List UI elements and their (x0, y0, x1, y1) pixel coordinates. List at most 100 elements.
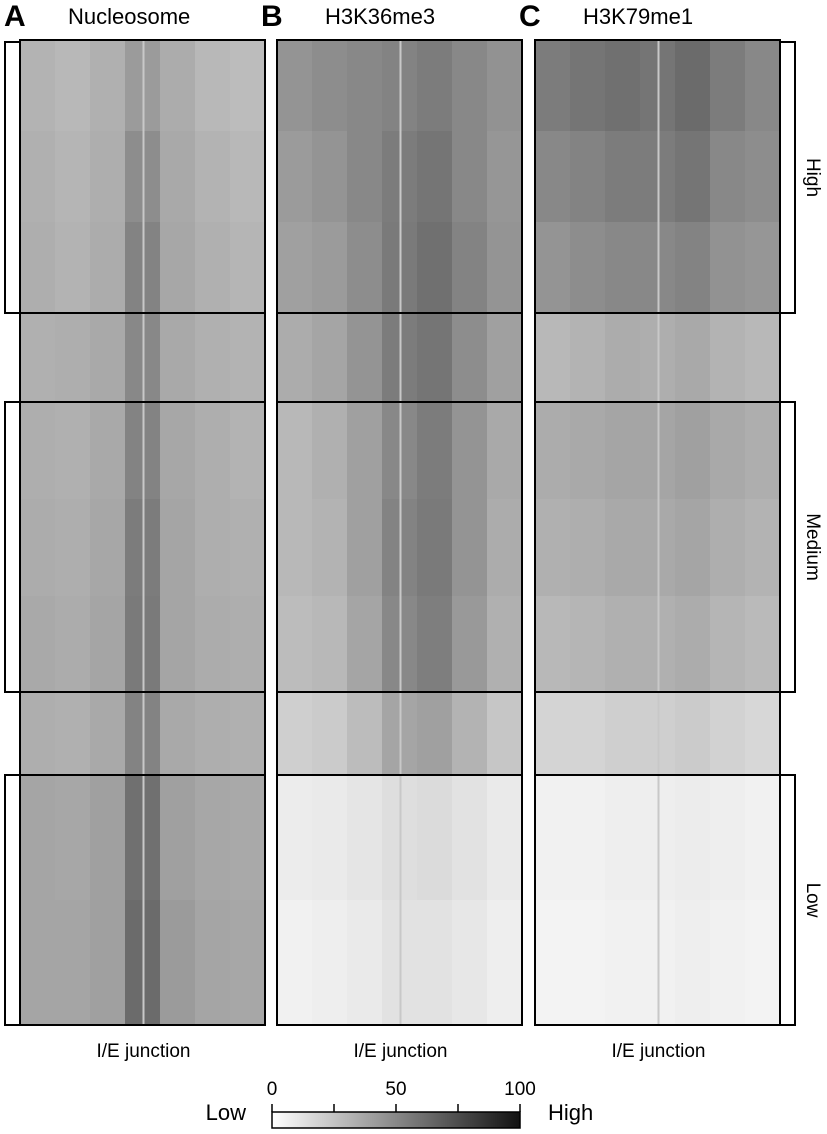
colorbar-tick-label: 100 (504, 1079, 536, 1100)
panel-frame (276, 39, 523, 1026)
heat-cell (675, 775, 711, 901)
heat-cell (487, 313, 523, 403)
heat-cell (20, 313, 56, 403)
heat-cell (20, 900, 56, 1026)
heat-cell (230, 499, 266, 597)
heat-cell (675, 900, 711, 1026)
heat-cell (20, 692, 56, 776)
x-axis-label: I/E junction (612, 1041, 706, 1062)
heat-cell (452, 313, 488, 403)
panel-letter: B (261, 0, 283, 33)
heat-cell (710, 222, 746, 314)
heat-cell (710, 775, 746, 901)
heat-cell (570, 402, 606, 500)
heat-cell (487, 692, 523, 776)
heat-cell (312, 40, 348, 132)
heat-cell (55, 402, 91, 500)
heat-cell (20, 131, 56, 223)
heat-cell (570, 900, 606, 1026)
heat-cell (20, 402, 56, 500)
heat-cell (160, 402, 196, 500)
heat-cell (605, 499, 641, 597)
group-bracket-right (779, 774, 796, 1026)
heat-cell (312, 775, 348, 901)
heat-cell (347, 900, 383, 1026)
heat-cell (570, 313, 606, 403)
heat-cell (710, 131, 746, 223)
heat-cell (417, 775, 453, 901)
panel-title: Nucleosome (68, 4, 190, 29)
heat-cell (745, 40, 781, 132)
heat-cell (230, 900, 266, 1026)
heat-cell (605, 900, 641, 1026)
heat-cell (675, 222, 711, 314)
heat-cell (312, 596, 348, 693)
heat-cell (535, 402, 571, 500)
heat-cell (55, 900, 91, 1026)
panel-letter: C (519, 0, 541, 33)
heat-cell (605, 222, 641, 314)
heat-cell (347, 775, 383, 901)
heat-cell (605, 40, 641, 132)
heat-cell (570, 775, 606, 901)
heat-cell (710, 596, 746, 693)
heat-cell (347, 499, 383, 597)
heat-cell (417, 900, 453, 1026)
heat-cell (675, 692, 711, 776)
x-axis-label: I/E junction (97, 1041, 191, 1062)
heat-cell (487, 596, 523, 693)
heat-cell (195, 499, 231, 597)
heat-cell (745, 402, 781, 500)
heat-cell (160, 40, 196, 132)
heat-cell (55, 40, 91, 132)
heat-cell (277, 900, 313, 1026)
heat-cell (160, 131, 196, 223)
heat-cell (90, 900, 126, 1026)
heat-cell (20, 40, 56, 132)
heat-cell (55, 222, 91, 314)
group-bracket-right (779, 41, 796, 314)
heat-cell (487, 222, 523, 314)
heat-cell (605, 775, 641, 901)
heat-cell (90, 131, 126, 223)
heat-cell (745, 692, 781, 776)
colorbar (271, 1111, 521, 1129)
heat-cell (570, 596, 606, 693)
heat-cell (90, 692, 126, 776)
heat-cell (487, 40, 523, 132)
heat-cell (312, 131, 348, 223)
heat-cell (417, 499, 453, 597)
heat-cell (195, 402, 231, 500)
heat-cell (570, 131, 606, 223)
heat-cell (745, 900, 781, 1026)
heat-cell (535, 313, 571, 403)
heat-cell (417, 222, 453, 314)
heat-cell (605, 313, 641, 403)
heat-cell (312, 402, 348, 500)
heat-cell (347, 313, 383, 403)
heat-cell (90, 222, 126, 314)
panel-letter: A (4, 0, 26, 33)
heat-cell (160, 775, 196, 901)
heat-cell (195, 222, 231, 314)
heat-cell (570, 40, 606, 132)
heat-cell (230, 40, 266, 132)
group-bracket-left (4, 41, 21, 314)
heat-cell (710, 499, 746, 597)
heat-cell (745, 222, 781, 314)
heat-cell (605, 596, 641, 693)
heat-cell (605, 692, 641, 776)
heat-cell (452, 222, 488, 314)
heat-cell (535, 775, 571, 901)
heat-cell (347, 40, 383, 132)
heat-cell (347, 692, 383, 776)
colorbar-tick-label: 50 (385, 1079, 406, 1100)
heat-cell (230, 131, 266, 223)
heat-cell (675, 499, 711, 597)
heat-cell (347, 596, 383, 693)
heat-cell (195, 775, 231, 901)
heat-cell (160, 499, 196, 597)
heat-cell (452, 131, 488, 223)
heat-cell (535, 596, 571, 693)
heat-cell (20, 596, 56, 693)
